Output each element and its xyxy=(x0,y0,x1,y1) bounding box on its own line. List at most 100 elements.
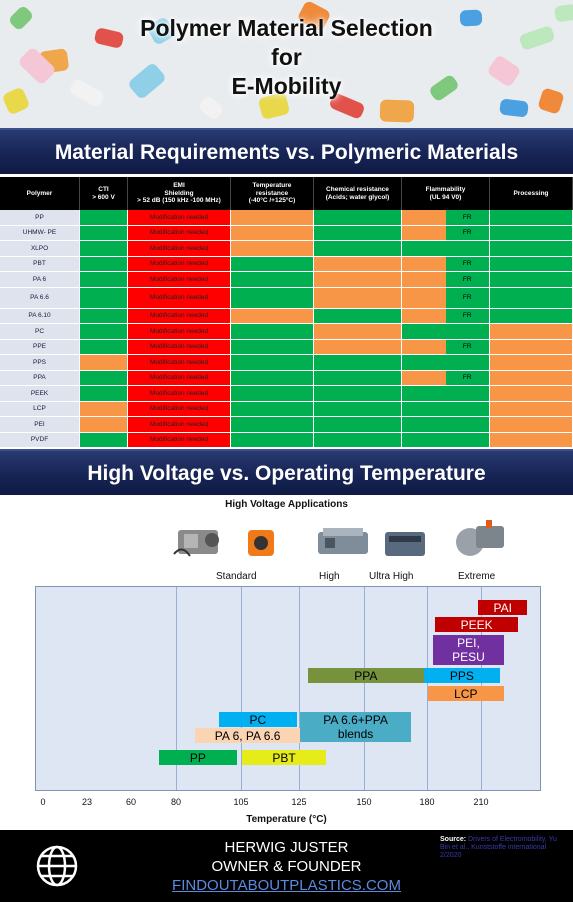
plot-area: PAI PEEK PEI, PESU PPA PPS LCP PC PA 6.6+PPA bl… xyxy=(35,586,541,791)
bar-pai: PAI xyxy=(478,600,527,615)
polymer-name-cell: PEI xyxy=(0,417,80,433)
temperature-cell xyxy=(231,210,314,226)
flammability-fr: FR xyxy=(445,370,489,385)
cti-cell xyxy=(80,241,128,257)
emi-cell: Modification needed xyxy=(128,355,231,371)
flammability-cell xyxy=(402,401,490,417)
flammability-base xyxy=(402,370,446,385)
matrix-row: UHMW- PE Modification needed FR xyxy=(0,225,573,241)
matrix-body: PP Modification needed FR UHMW- PE Modificat… xyxy=(0,210,573,448)
flammability-cell xyxy=(402,241,490,257)
flammability-base xyxy=(402,225,446,240)
chemical-cell xyxy=(314,370,402,386)
matrix-row: PPS Modification needed xyxy=(0,355,573,371)
temperature-cell xyxy=(231,225,314,241)
emi-cell: Modification needed xyxy=(128,225,231,241)
chemical-cell xyxy=(314,432,402,448)
source-label: Source: xyxy=(440,836,467,843)
flammability-base xyxy=(402,417,446,432)
flammability-fr xyxy=(445,417,489,432)
emi-cell: Modification needed xyxy=(128,308,231,324)
cti-cell xyxy=(80,256,128,272)
processing-cell xyxy=(490,386,573,402)
processing-cell xyxy=(490,370,573,386)
x-tick-label: 60 xyxy=(125,797,137,807)
polymer-name-cell: PVDF xyxy=(0,432,80,448)
chemical-cell xyxy=(314,210,402,226)
matrix-column-header: Polymer xyxy=(0,177,80,210)
requirements-matrix: Polymer CTI > 600 V EMI Shielding > 52 dB … xyxy=(0,177,573,448)
source-note: Source: Drivers of Electromobility, Yu B… xyxy=(440,836,568,860)
temperature-cell xyxy=(231,241,314,257)
author-role: OWNER & FOUNDER xyxy=(211,858,362,875)
flammability-fr xyxy=(445,386,489,401)
flammability-cell xyxy=(402,355,490,371)
polymer-name-cell: PPS xyxy=(0,355,80,371)
cti-cell xyxy=(80,210,128,226)
section-title-voltage: High Voltage vs. Operating Temperature xyxy=(0,449,573,495)
cti-cell xyxy=(80,272,128,288)
grid-line xyxy=(241,587,242,790)
flammability-fr: FR xyxy=(445,272,489,287)
processing-cell xyxy=(490,401,573,417)
pellet-shape xyxy=(379,99,415,123)
website-link[interactable]: FINDOUTABOUTPLASTICS.COM xyxy=(172,877,401,894)
temperature-cell xyxy=(231,324,314,340)
polymer-name-cell: UHMW- PE xyxy=(0,225,80,241)
cti-cell xyxy=(80,287,128,309)
matrix-header-row: Polymer CTI > 600 V EMI Shielding > 52 dB … xyxy=(0,177,573,210)
standard-device-icon xyxy=(173,530,219,557)
flammability-fr: FR xyxy=(445,287,489,308)
emi-cell: Modification needed xyxy=(128,370,231,386)
temperature-cell xyxy=(231,308,314,324)
voltage-temperature-chart: High Voltage Applications Standard High … xyxy=(0,496,573,830)
emi-cell: Modification needed xyxy=(128,241,231,257)
flammability-fr xyxy=(445,241,489,256)
grid-line xyxy=(364,587,365,790)
matrix-column-header: Chemical resistance (Acids; water glycol… xyxy=(314,177,402,210)
chemical-cell xyxy=(314,324,402,340)
bar-pei-pesu: PEI, PESU xyxy=(433,635,504,665)
processing-cell xyxy=(490,256,573,272)
temperature-cell xyxy=(231,272,314,288)
flammability-base xyxy=(402,241,446,256)
globe-icon xyxy=(36,845,78,887)
pellet-shape xyxy=(499,98,529,118)
matrix-row: PEEK Modification needed xyxy=(0,386,573,402)
ultra-high-module-icon xyxy=(385,532,425,556)
bar-pps: PPS xyxy=(423,668,500,683)
matrix-column-header: Temperature resistance (-40°C /+125°C) xyxy=(231,177,314,210)
section-title-requirements: Material Requirements vs. Polymeric Mate… xyxy=(0,128,573,174)
flammability-cell xyxy=(402,417,490,433)
chemical-cell xyxy=(314,225,402,241)
emi-cell: Modification needed xyxy=(128,339,231,355)
bar-lcp: LCP xyxy=(428,686,504,701)
grid-line xyxy=(299,587,300,790)
flammability-cell: FR xyxy=(402,339,490,355)
flammability-base xyxy=(402,272,446,287)
matrix-row: PPE Modification needed FR xyxy=(0,339,573,355)
polymer-name-cell: PA 6.10 xyxy=(0,308,80,324)
processing-cell xyxy=(490,210,573,226)
flammability-cell: FR xyxy=(402,210,490,226)
category-ultra-high: Ultra High xyxy=(369,571,414,582)
emi-cell: Modification needed xyxy=(128,324,231,340)
cti-cell xyxy=(80,401,128,417)
x-tick-label: 210 xyxy=(473,797,489,807)
flammability-cell: FR xyxy=(402,287,490,309)
flammability-fr: FR xyxy=(445,256,489,271)
bar-ppa: PPA xyxy=(307,668,424,683)
polymer-name-cell: XLPO xyxy=(0,241,80,257)
high-inverter-icon xyxy=(318,528,368,554)
emi-cell: Modification needed xyxy=(128,272,231,288)
polymer-name-cell: PPA xyxy=(0,370,80,386)
chemical-cell xyxy=(314,256,402,272)
page-title: Polymer Material Selection for E-Mobilit… xyxy=(0,14,573,101)
flammability-fr xyxy=(445,324,489,339)
author-block: HERWIG JUSTER OWNER & FOUNDER xyxy=(0,838,573,876)
temperature-cell xyxy=(231,287,314,309)
chemical-cell xyxy=(314,355,402,371)
x-tick-label: 80 xyxy=(170,797,182,807)
x-tick-label: 23 xyxy=(81,797,93,807)
header-banner: Polymer Material Selection for E-Mobilit… xyxy=(0,0,573,128)
